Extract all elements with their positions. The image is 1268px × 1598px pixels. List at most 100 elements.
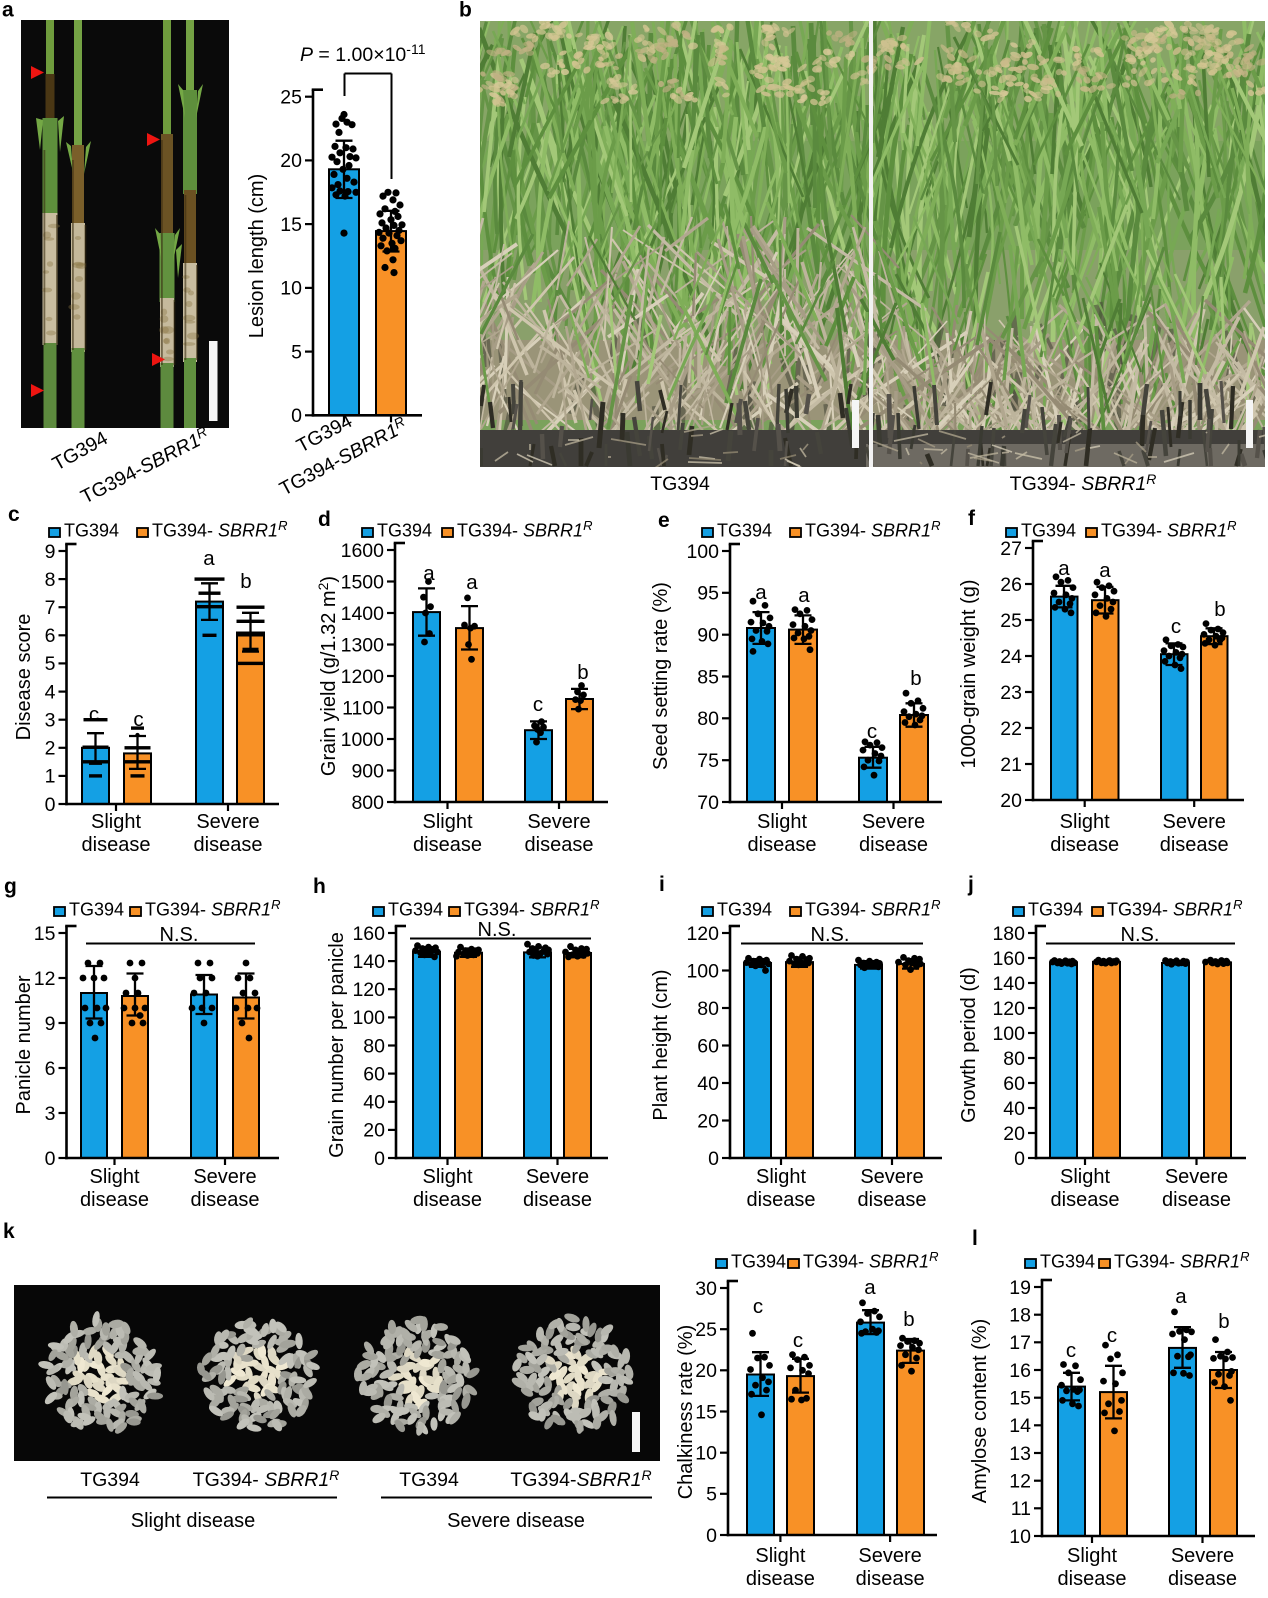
svg-text:1000-grain weight (g): 1000-grain weight (g) xyxy=(958,580,980,769)
svg-text:20: 20 xyxy=(363,1120,385,1142)
svg-text:TG394: TG394 xyxy=(399,1469,459,1491)
svg-text:26: 26 xyxy=(1000,574,1022,596)
svg-text:c: c xyxy=(793,1329,803,1352)
svg-text:disease: disease xyxy=(747,1189,816,1211)
svg-text:16: 16 xyxy=(1009,1360,1031,1382)
svg-text:Severe: Severe xyxy=(1165,1166,1228,1188)
svg-text:TG394: TG394 xyxy=(1040,1252,1095,1272)
svg-text:TG394: TG394 xyxy=(717,900,772,920)
svg-text:disease: disease xyxy=(194,834,263,856)
svg-text:100: 100 xyxy=(686,960,719,982)
svg-text:TG394: TG394 xyxy=(1028,900,1083,920)
svg-text:0: 0 xyxy=(374,1148,385,1170)
svg-text:Severe: Severe xyxy=(193,1166,256,1188)
svg-text:120: 120 xyxy=(352,979,385,1001)
svg-text:40: 40 xyxy=(363,1092,385,1114)
svg-text:Amylose content (%): Amylose content (%) xyxy=(969,1319,991,1504)
svg-text:disease: disease xyxy=(1168,1568,1237,1590)
svg-text:disease: disease xyxy=(413,1189,482,1211)
svg-text:Slight: Slight xyxy=(89,1166,139,1188)
svg-text:Lesion length (cm): Lesion length (cm) xyxy=(246,174,268,339)
svg-text:TG394: TG394 xyxy=(80,1469,140,1491)
svg-text:0: 0 xyxy=(706,1525,717,1547)
svg-text:Severe: Severe xyxy=(527,811,590,833)
svg-text:85: 85 xyxy=(697,666,719,688)
svg-text:h: h xyxy=(313,875,326,898)
svg-text:0: 0 xyxy=(45,794,56,816)
svg-text:Chalkiness rate (%): Chalkiness rate (%) xyxy=(675,1325,697,1500)
svg-text:Severe disease: Severe disease xyxy=(447,1510,585,1532)
svg-text:i: i xyxy=(659,873,665,896)
svg-text:1600: 1600 xyxy=(341,540,385,562)
svg-text:disease: disease xyxy=(191,1189,260,1211)
svg-text:disease: disease xyxy=(856,1568,925,1590)
svg-text:25: 25 xyxy=(280,87,302,109)
svg-text:N.S.: N.S. xyxy=(478,919,517,941)
svg-text:1300: 1300 xyxy=(341,634,385,656)
svg-text:TG394- SBRR1R: TG394- SBRR1R xyxy=(1101,518,1236,541)
svg-text:b: b xyxy=(577,661,588,684)
svg-text:TG394: TG394 xyxy=(377,521,432,541)
svg-text:14: 14 xyxy=(1009,1415,1031,1437)
svg-text:19: 19 xyxy=(1009,1277,1031,1299)
svg-text:5: 5 xyxy=(45,653,56,675)
svg-text:10: 10 xyxy=(280,278,302,300)
svg-text:2: 2 xyxy=(45,738,56,760)
svg-text:9: 9 xyxy=(45,1013,56,1035)
svg-text:N.S.: N.S. xyxy=(1121,924,1160,946)
svg-text:20: 20 xyxy=(1000,790,1022,812)
svg-text:90: 90 xyxy=(697,625,719,647)
svg-text:TG394: TG394 xyxy=(388,900,443,920)
svg-text:Slight: Slight xyxy=(91,811,141,833)
svg-text:disease: disease xyxy=(523,1189,592,1211)
svg-text:P = 1.00×10-11: P = 1.00×10-11 xyxy=(300,41,426,66)
svg-text:TG394- SBRR1R: TG394- SBRR1R xyxy=(193,1467,340,1491)
svg-text:100: 100 xyxy=(992,1023,1025,1045)
svg-text:TG394- SBRR1R: TG394- SBRR1R xyxy=(1107,897,1242,920)
svg-text:Growth period (d): Growth period (d) xyxy=(958,967,980,1123)
svg-text:0: 0 xyxy=(708,1148,719,1170)
svg-text:c: c xyxy=(1171,615,1181,638)
svg-text:800: 800 xyxy=(351,792,384,814)
svg-text:11: 11 xyxy=(1011,1498,1031,1520)
svg-text:75: 75 xyxy=(697,750,719,772)
svg-text:a: a xyxy=(1058,557,1070,580)
svg-text:d: d xyxy=(318,508,331,531)
svg-text:c: c xyxy=(1107,1324,1117,1347)
svg-text:80: 80 xyxy=(697,708,719,730)
svg-text:Severe: Severe xyxy=(858,1545,921,1567)
svg-text:Slight disease: Slight disease xyxy=(131,1510,256,1532)
svg-text:disease: disease xyxy=(525,834,594,856)
svg-text:120: 120 xyxy=(686,923,719,945)
svg-text:1200: 1200 xyxy=(341,666,385,688)
svg-text:180: 180 xyxy=(992,923,1025,945)
svg-text:6: 6 xyxy=(45,1058,56,1080)
svg-text:k: k xyxy=(3,1220,15,1243)
svg-text:N.S.: N.S. xyxy=(811,924,850,946)
svg-text:b: b xyxy=(1214,598,1225,621)
svg-text:12: 12 xyxy=(1009,1471,1031,1493)
svg-text:c: c xyxy=(133,708,143,731)
svg-text:30: 30 xyxy=(695,1278,717,1300)
svg-text:a: a xyxy=(203,547,215,570)
svg-text:TG394: TG394 xyxy=(64,521,119,541)
svg-text:g: g xyxy=(4,875,17,898)
svg-text:disease: disease xyxy=(80,1189,149,1211)
svg-text:10: 10 xyxy=(1009,1526,1031,1548)
svg-text:60: 60 xyxy=(1003,1073,1025,1095)
svg-text:a: a xyxy=(798,584,810,607)
svg-text:0: 0 xyxy=(45,1148,56,1170)
svg-text:b: b xyxy=(459,0,472,22)
svg-text:disease: disease xyxy=(748,834,817,856)
svg-text:80: 80 xyxy=(697,998,719,1020)
svg-text:TG394: TG394 xyxy=(717,521,772,541)
svg-text:TG394-SBRR1R: TG394-SBRR1R xyxy=(510,1467,651,1491)
svg-text:5: 5 xyxy=(706,1484,717,1506)
svg-text:Severe: Severe xyxy=(860,1166,923,1188)
svg-text:900: 900 xyxy=(351,760,384,782)
svg-text:TG394- SBRR1R: TG394- SBRR1R xyxy=(805,518,940,541)
svg-text:disease: disease xyxy=(1058,1568,1127,1590)
svg-text:27: 27 xyxy=(1000,538,1022,560)
svg-text:60: 60 xyxy=(363,1063,385,1085)
svg-text:Slight: Slight xyxy=(757,811,807,833)
